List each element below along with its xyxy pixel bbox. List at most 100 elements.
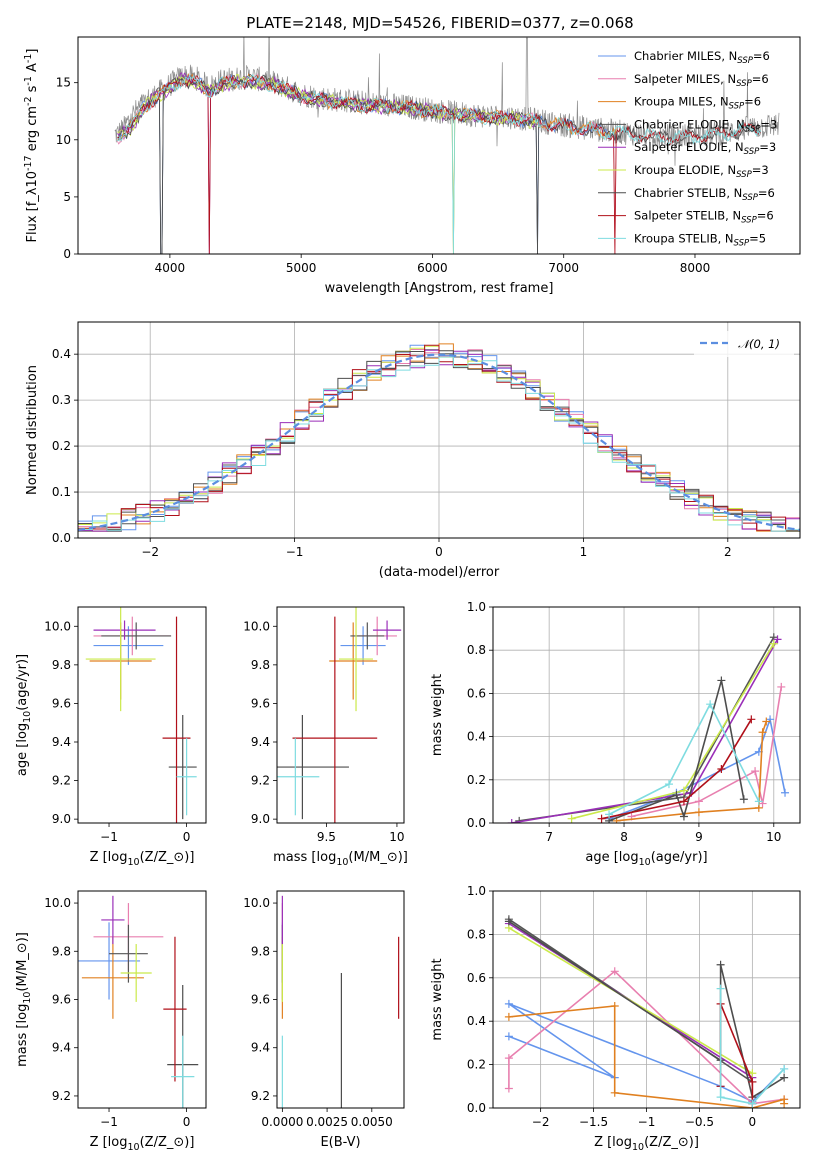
label-part: E(B-V) — [320, 1135, 360, 1150]
errorbar-point — [101, 895, 125, 945]
plot-area — [281, 895, 400, 1108]
plot-area — [85, 607, 197, 823]
legend-label: Kroupa STELIB, NSSP=5 — [634, 231, 766, 248]
label-part: (age/yr)] — [15, 654, 30, 711]
legend-label: Salpeter ELODIE, NSSP=3 — [634, 140, 776, 157]
label-part: (M/M — [15, 960, 30, 992]
label-part: (Z/Z — [140, 850, 167, 865]
label-part: mass [log — [273, 850, 336, 865]
chart-spectrum: 4000 5000 6000 7000 8000 0 5 10 15 wavelength [An… — [23, 36, 801, 296]
x-tick-label: 8 — [620, 830, 628, 844]
plot-area — [277, 607, 402, 823]
label-part: _⊙ — [379, 850, 397, 865]
errorbar-point — [292, 616, 378, 823]
legend-label: Kroupa MILES, NSSP=6 — [634, 95, 761, 112]
axes-frame — [276, 606, 405, 824]
y-tick-label: 9.8 — [52, 658, 71, 672]
mass-weight-line — [511, 639, 779, 823]
x-tick-label: 7000 — [548, 261, 579, 275]
legend-label-main: Chabrier ELODIE, N — [634, 117, 745, 131]
label-part: )] — [184, 1135, 194, 1150]
x-tick-label: −1 — [100, 830, 118, 844]
label-part: )] — [689, 1135, 699, 1150]
chart-mass-vs-Z: −1 09.29.49.69.810.0Z [log10(Z/Z_⊙)]mass … — [15, 890, 207, 1153]
errorbar-point — [120, 944, 152, 1002]
y-tick-label: 1.0 — [467, 600, 486, 614]
mass-weight-marker — [504, 917, 513, 926]
mass-weight-marker — [694, 808, 703, 817]
mass-weight-marker — [706, 700, 715, 709]
legend-label-sub: SSP — [741, 216, 757, 226]
errorbar-point — [85, 607, 156, 712]
y-tick-label: 0.6 — [467, 686, 486, 700]
mass-weight-marker — [762, 717, 771, 726]
label-part: Flux [f — [25, 201, 40, 242]
label-part: _⊙ — [166, 1135, 184, 1150]
legend-label-sub: SSP — [744, 147, 760, 157]
x-tick-label: −1 — [100, 1115, 118, 1129]
legend-label-n: =5 — [749, 231, 766, 245]
y-axis-label: Normed distribution — [25, 365, 40, 495]
x-tick-label: −2 — [532, 1115, 550, 1129]
y-tick-label: 0.3 — [52, 393, 71, 407]
label-part: mass [log — [15, 1004, 30, 1067]
label-part: )] — [184, 850, 194, 865]
label-part: A — [25, 63, 40, 76]
y-tick-label: 15 — [56, 76, 71, 90]
x-tick-label: 0.0025 — [306, 1115, 348, 1129]
errorbar-point — [340, 626, 386, 665]
label-part: -1 — [23, 76, 34, 85]
mass-weight-marker — [664, 780, 673, 789]
legend-label-n: =6 — [752, 72, 769, 86]
mass-weight-marker — [748, 1077, 757, 1086]
mass-weight-line — [719, 988, 785, 1105]
label-part: -17 — [23, 155, 34, 171]
mass-weight-marker — [758, 728, 767, 737]
mass-weight-marker — [567, 814, 576, 823]
model-spectrum-line — [117, 73, 617, 254]
legend-label-main: Salpeter MILES, N — [634, 72, 736, 86]
y-tick-label: 0.0 — [52, 531, 71, 545]
label-part: -2 — [23, 96, 34, 105]
legend-label: Chabrier MILES, NSSP=6 — [634, 49, 770, 66]
y-tick-label: 5 — [63, 190, 71, 204]
legend-label-main: Salpeter STELIB, N — [634, 209, 741, 223]
mass-weight-marker — [504, 1084, 513, 1093]
mass-weight-marker — [597, 814, 606, 823]
legend-label-main: Chabrier MILES, N — [634, 49, 737, 63]
mass-weight-marker — [716, 960, 725, 969]
axes-frame — [492, 606, 801, 824]
y-tick-label: 9.6 — [52, 993, 71, 1007]
axes-frame — [77, 36, 801, 255]
legend-label-main: Kroupa MILES, N — [634, 95, 729, 109]
label-part: _⊙ — [15, 942, 30, 960]
errorbar-point — [163, 936, 187, 1082]
label-part: s — [25, 85, 40, 96]
legend-label-sub: SSP — [736, 79, 752, 89]
mass-weight-marker — [694, 797, 703, 806]
y-tick-label: 0.4 — [467, 1014, 486, 1028]
x-tick-label: −1.5 — [579, 1115, 608, 1129]
legend-label-n: =6 — [753, 49, 770, 63]
plot-area — [78, 343, 800, 532]
legend-label: Chabrier ELODIE, NSSP=3 — [634, 117, 777, 134]
x-axis-label: E(B-V) — [320, 1135, 360, 1150]
label-part: 10 — [22, 992, 33, 1004]
y-tick-label: 10.0 — [243, 619, 270, 633]
mass-weight-marker — [739, 795, 748, 804]
x-tick-label: 2 — [724, 545, 732, 559]
mass-weight-marker — [504, 999, 513, 1008]
label-part: 10 — [22, 711, 33, 723]
mass-weight-marker — [780, 1099, 789, 1108]
y-tick-label: 0.4 — [467, 730, 486, 744]
y-tick-label: 9.4 — [52, 735, 71, 749]
legend-label-n: =6 — [744, 95, 761, 109]
mass-weight-marker — [679, 786, 688, 795]
label-part: 10 — [128, 1142, 140, 1153]
legend-label: Kroupa ELODIE, NSSP=3 — [634, 163, 769, 180]
label-part: mass weight — [430, 674, 445, 756]
y-axis-label: Flux [f_λ10-17 erg cm-2 s-1 A-1] — [23, 48, 40, 242]
label-part: Z [log — [594, 1135, 632, 1150]
